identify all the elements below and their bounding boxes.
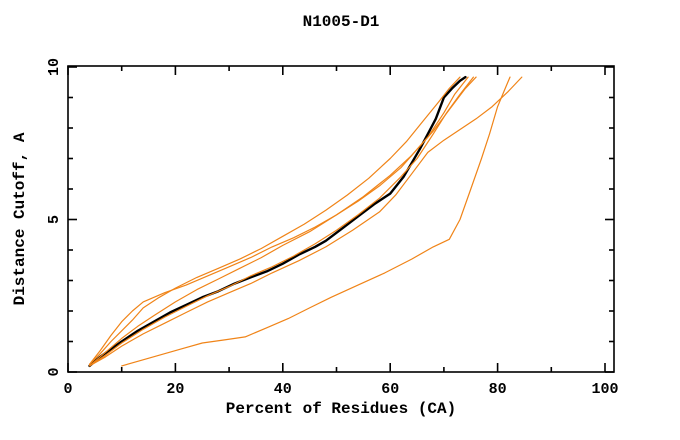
x-tick-label: 60	[381, 381, 399, 398]
x-tick-label: 0	[63, 381, 72, 398]
black-main-curve-line	[88, 75, 467, 368]
y-tick-label: 0	[46, 367, 63, 376]
orange-curve-5-line	[88, 76, 523, 367]
orange-curve-1-line	[88, 76, 461, 365]
x-axis-label: Percent of Residues (CA)	[226, 400, 456, 418]
y-axis-label: Distance Cutoff, A	[11, 132, 29, 305]
chart-title: N1005-D1	[303, 13, 380, 31]
tick-labels: 0 20 40 60 80 100 0 5 10	[46, 58, 619, 398]
axis-ticks	[67, 66, 614, 373]
y-tick-label: 10	[46, 58, 63, 76]
orange-curve-3-line	[88, 76, 477, 365]
x-tick-label: 20	[166, 381, 184, 398]
data-series	[88, 75, 523, 368]
x-tick-label: 80	[489, 381, 507, 398]
y-tick-label: 5	[46, 215, 63, 224]
x-tick-label: 40	[274, 381, 292, 398]
x-tick-label: 100	[591, 381, 618, 398]
orange-curve-6-line	[121, 76, 511, 367]
orange-curve-4-line	[88, 76, 474, 367]
